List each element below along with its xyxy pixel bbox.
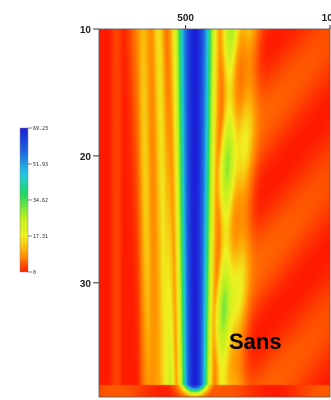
x-tick-label: 100 [322, 13, 331, 24]
annotation-label: Sans [229, 329, 282, 354]
colorbar-gradient [19, 127, 29, 273]
plot-border [98, 28, 331, 398]
y-axis: 10 20 30 [80, 25, 99, 290]
x-axis: 500 100 [177, 13, 331, 29]
colorbar-tick-label: 34.62 [33, 198, 48, 204]
y-tick-label: 20 [80, 152, 92, 163]
x-tick-label: 500 [177, 13, 194, 24]
colorbar-tick-label: 51.93 [33, 162, 48, 168]
colorbar-ticks: 69.23 51.93 34.62 17.31 0 [28, 126, 48, 276]
colorbar: 69.23 51.93 34.62 17.31 0 [19, 126, 48, 276]
y-tick-label: 10 [80, 25, 92, 36]
plot-area [98, 28, 331, 398]
colorbar-tick-label: 0 [33, 270, 36, 276]
y-tick-label: 30 [80, 279, 92, 290]
colorbar-tick-label: 17.31 [33, 234, 48, 240]
colorbar-tick-label: 69.23 [33, 126, 48, 132]
heatmap-image [99, 29, 330, 397]
